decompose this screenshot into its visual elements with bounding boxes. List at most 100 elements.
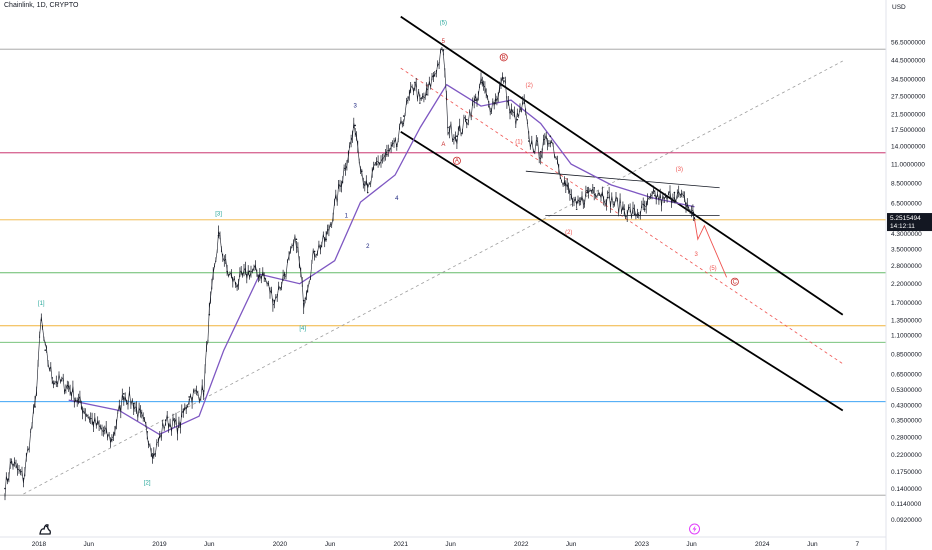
time-tick: Jun [566, 541, 577, 548]
price-point [442, 49, 445, 51]
price-tick: 14.0000000 [891, 143, 926, 150]
price-point [494, 99, 497, 101]
time-axis: 2018 Jun 2019 Jun 2020 Jun 2021 Jun 2022 Jun 2023 J… [32, 541, 860, 548]
price-point [77, 400, 80, 403]
trend-line [400, 15, 844, 316]
price-point [122, 393, 125, 395]
price-point [509, 111, 511, 114]
price-point [488, 105, 490, 107]
price-point [633, 213, 636, 216]
price-point [575, 208, 578, 210]
price-point [67, 385, 70, 388]
lightning-icon [692, 525, 697, 533]
time-tick: 2020 [273, 541, 288, 548]
time-tick: Jun [325, 541, 336, 548]
price-point [178, 426, 180, 428]
price-point [313, 250, 316, 253]
price-point [528, 140, 530, 142]
price-point [354, 124, 356, 127]
price-point [325, 238, 327, 241]
price-point [44, 349, 47, 351]
wave-label-circle [499, 53, 508, 62]
price-point [643, 208, 646, 210]
wave-label: 3 [354, 104, 358, 110]
wave-label: 2 [366, 244, 370, 250]
price-point [685, 202, 687, 204]
wave-label: 5 [442, 39, 446, 45]
time-tick: 7 [855, 541, 859, 548]
price-tick: 0.1400000 [891, 486, 922, 493]
price-point [92, 421, 95, 424]
price-tick: 0.6500000 [891, 372, 922, 379]
price-point [474, 99, 477, 101]
wave-label: (1) [515, 140, 522, 146]
trend-lines [23, 15, 844, 495]
price-tick: 0.4300000 [891, 402, 922, 409]
price-point [606, 196, 609, 199]
wave-label: [1] [38, 301, 45, 307]
price-point [549, 135, 552, 138]
wave-label: 1 [345, 214, 349, 220]
price-tick: 1.1000000 [891, 333, 922, 340]
price-tick: 6.5000000 [891, 200, 922, 207]
price-point [164, 419, 167, 422]
price-point [248, 270, 251, 273]
price-tick: 0.8500000 [891, 352, 922, 359]
price-tick: 1.7000000 [891, 300, 922, 307]
price-point [419, 102, 421, 104]
price-point [283, 273, 286, 276]
time-tick: 2023 [634, 541, 649, 548]
price-point [4, 487, 6, 490]
price-point [623, 208, 626, 210]
wave-label: (2) [565, 230, 572, 236]
price-point [516, 118, 519, 121]
time-tick: 2019 [152, 541, 167, 548]
last-price-tag[interactable]: 5.2515494 14:12:11 [887, 213, 932, 232]
moving-average-layer [68, 83, 695, 436]
price-tick: 27.5000000 [891, 93, 926, 100]
tradingview-logo-icon[interactable] [38, 522, 54, 536]
price-point [188, 396, 190, 398]
trend-line [23, 60, 843, 495]
price-tick: 34.5000000 [891, 76, 926, 83]
price-point [375, 163, 378, 165]
price-point [366, 191, 369, 194]
time-tick: Jun [807, 541, 818, 548]
wave-label: (2) [525, 83, 532, 89]
event-badge [689, 523, 701, 535]
last-price-label: 5.2515494 [890, 215, 921, 222]
price-point [202, 390, 205, 392]
wave-label-circle [730, 277, 739, 286]
price-point [386, 153, 388, 156]
wave-label-circle [452, 156, 461, 165]
price-point [456, 135, 458, 138]
time-tick: 2024 [755, 541, 770, 548]
projection-layer [694, 219, 728, 278]
price-tick: 44.5000000 [891, 57, 926, 64]
price-point [302, 299, 305, 302]
price-point [654, 194, 656, 197]
price-tick: 4.3000000 [891, 231, 922, 238]
price-point [234, 282, 237, 285]
time-tick: Jun [84, 541, 95, 548]
price-point [502, 77, 505, 79]
price-tick: 0.0920000 [891, 517, 922, 524]
wave-label: [4] [299, 326, 306, 332]
price-point [217, 234, 220, 237]
time-tick: 2021 [394, 541, 409, 548]
projection-path [694, 219, 728, 278]
wave-label: A [455, 159, 459, 165]
wave-label: 4 [395, 196, 399, 202]
wave-label: A [441, 142, 445, 148]
wave-label: (3) [676, 167, 683, 173]
price-point [339, 185, 341, 187]
price-point [360, 170, 363, 172]
price-point [395, 145, 398, 147]
price-point [273, 299, 276, 302]
wave-labels: [1] [2] [3] [4] (5) 1 2 3 4 5 A A B (1) (2) (2) (3) 3 (5) C [38, 20, 739, 486]
time-tick: 2018 [32, 541, 47, 548]
price-point [692, 213, 694, 216]
price-tick: 2.2000000 [891, 281, 922, 288]
price-point [208, 313, 211, 316]
